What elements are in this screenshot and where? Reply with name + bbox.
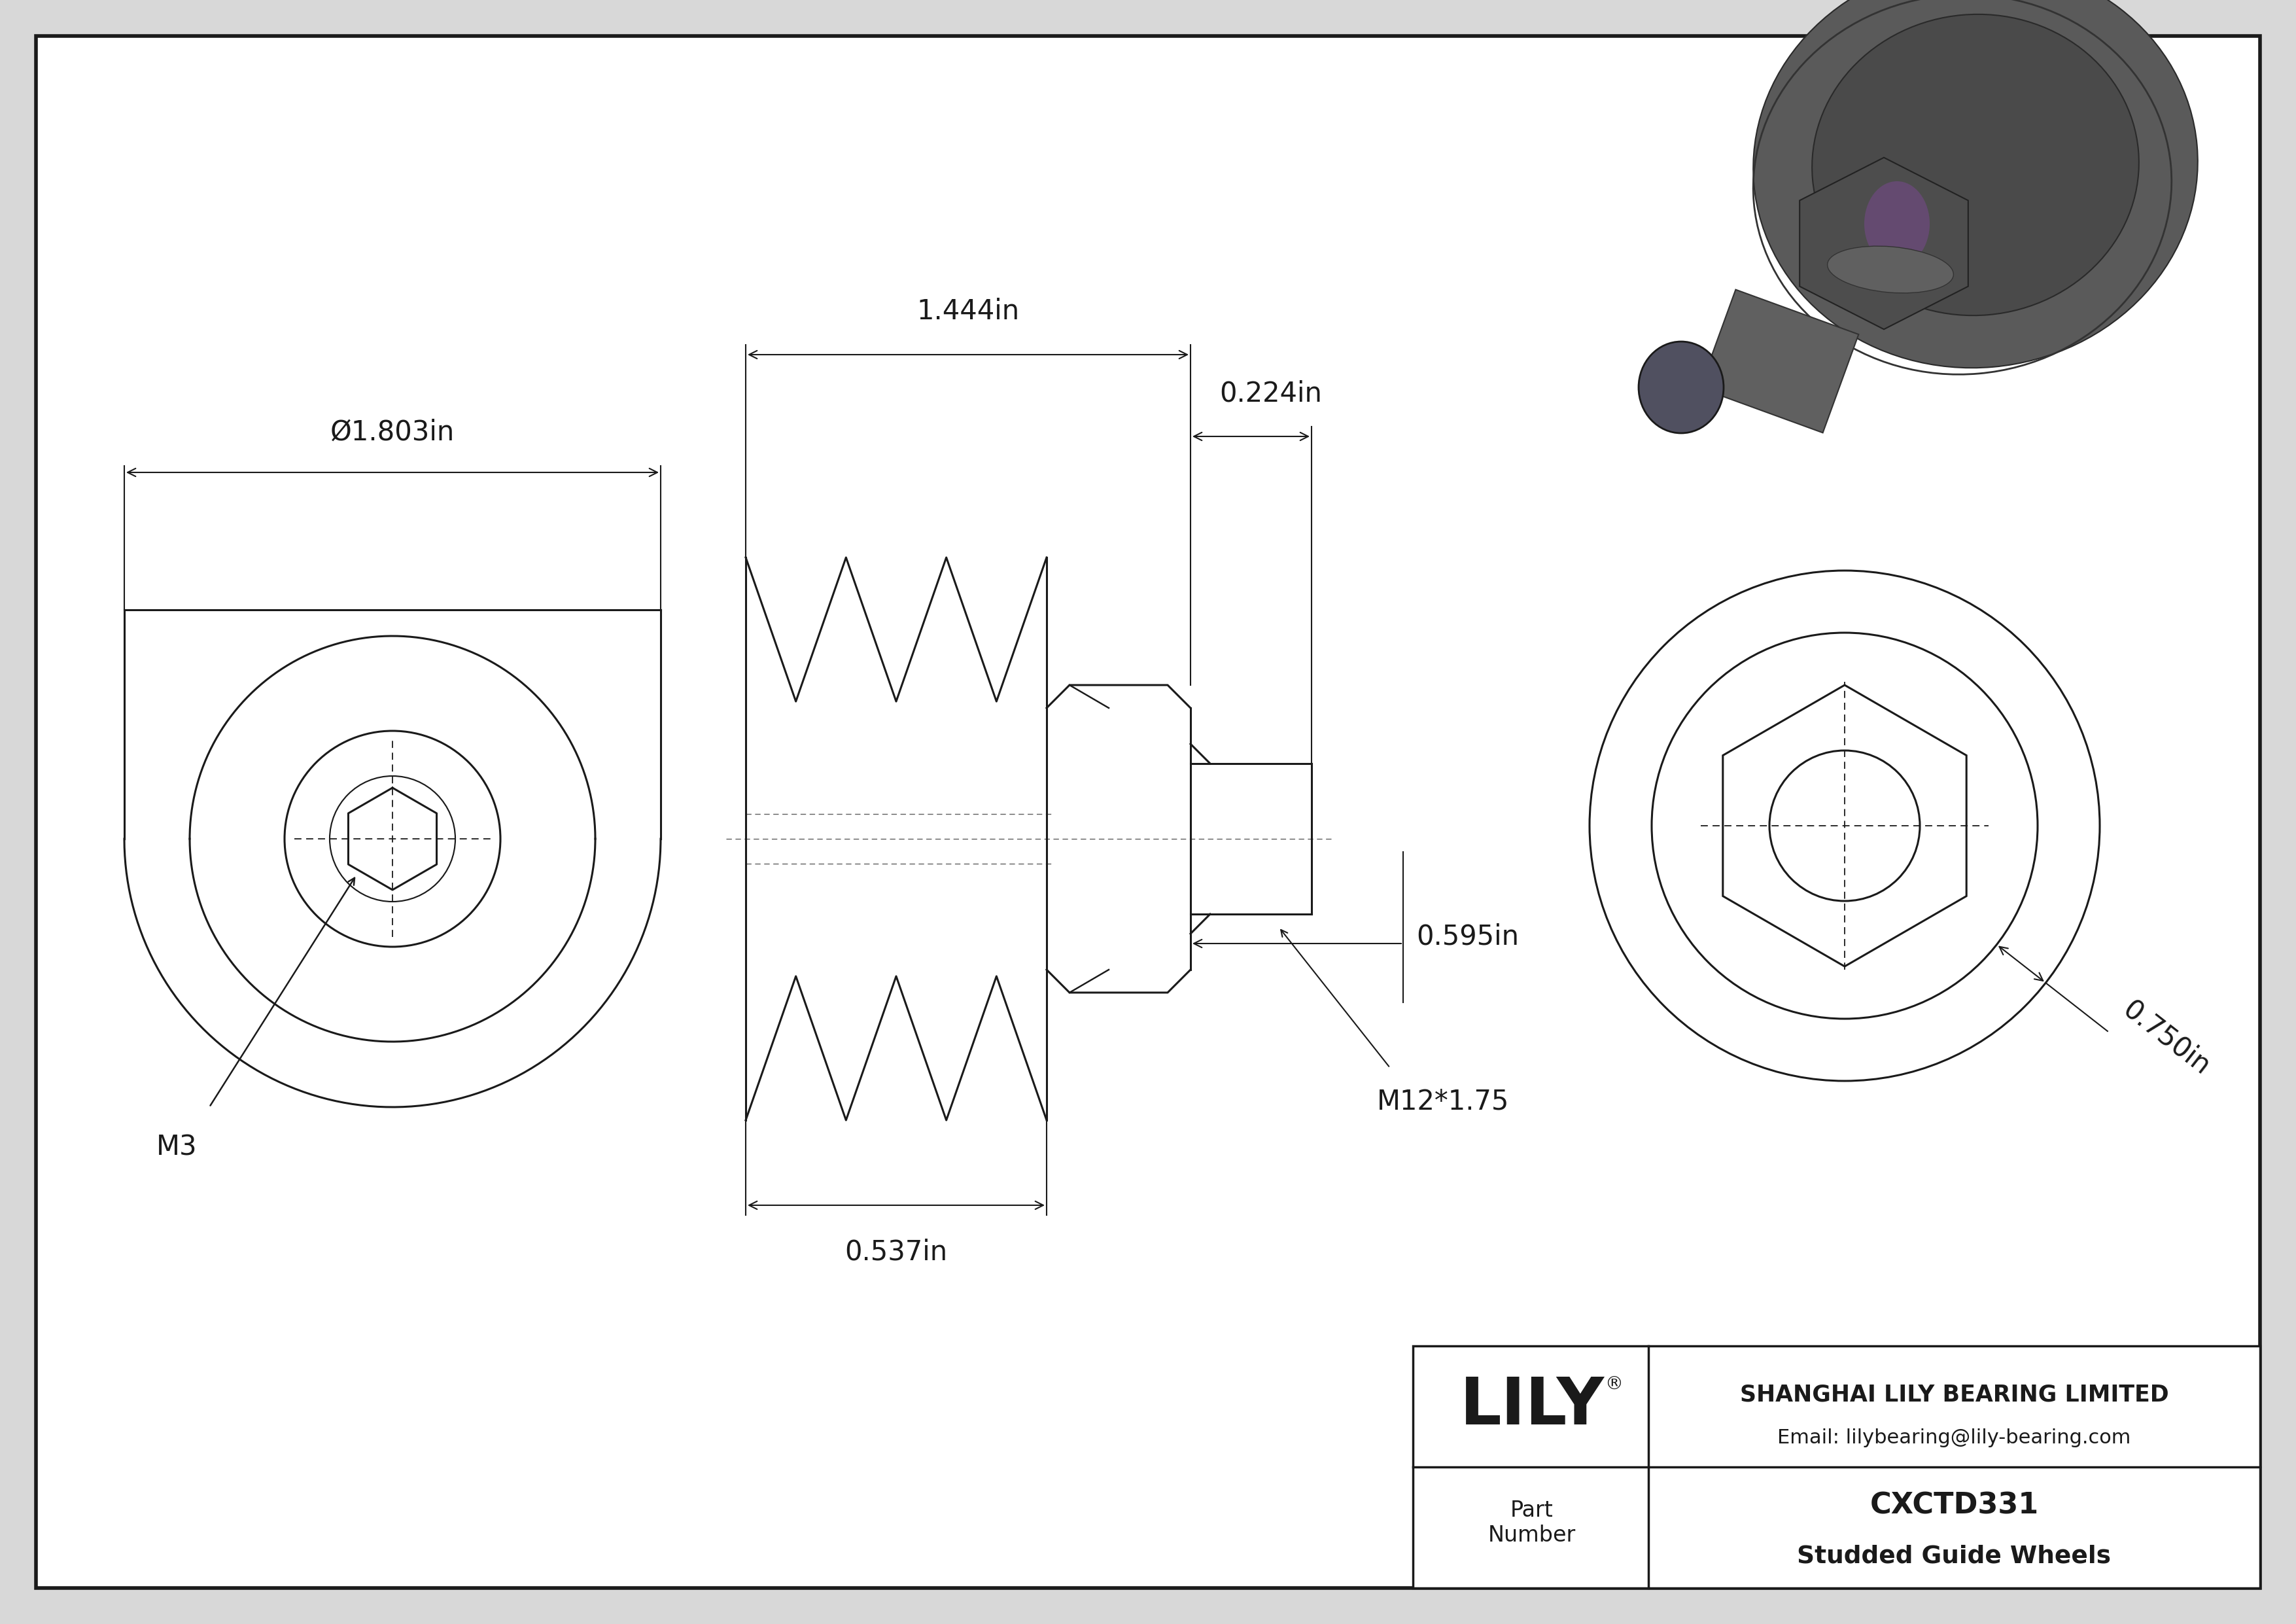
Text: M3: M3 <box>156 1134 197 1161</box>
Text: Part
Number: Part Number <box>1488 1499 1575 1546</box>
Ellipse shape <box>1828 247 1954 292</box>
Bar <box>1412 1346 2259 1588</box>
Bar <box>1699 289 1857 432</box>
Ellipse shape <box>1864 182 1929 266</box>
Polygon shape <box>1800 158 1968 330</box>
Ellipse shape <box>1812 15 2140 315</box>
Text: 1.444in: 1.444in <box>916 297 1019 325</box>
Text: LILY: LILY <box>1460 1374 1605 1439</box>
Text: 0.224in: 0.224in <box>1219 380 1322 408</box>
Text: 0.595in: 0.595in <box>1417 922 1520 950</box>
Text: Email: lilybearing@lily-bearing.com: Email: lilybearing@lily-bearing.com <box>1777 1429 2131 1447</box>
Text: SHANGHAI LILY BEARING LIMITED: SHANGHAI LILY BEARING LIMITED <box>1740 1384 2170 1405</box>
Text: CXCTD331: CXCTD331 <box>1869 1491 2039 1520</box>
Text: ®: ® <box>1605 1376 1623 1393</box>
Text: 0.750in: 0.750in <box>2117 996 2216 1080</box>
Text: Ø1.803in: Ø1.803in <box>331 419 455 447</box>
Text: Studded Guide Wheels: Studded Guide Wheels <box>1798 1544 2112 1569</box>
Text: M12*1.75: M12*1.75 <box>1378 1088 1508 1116</box>
Ellipse shape <box>1754 0 2197 369</box>
Text: 0.537in: 0.537in <box>845 1237 948 1265</box>
Ellipse shape <box>1639 341 1724 434</box>
